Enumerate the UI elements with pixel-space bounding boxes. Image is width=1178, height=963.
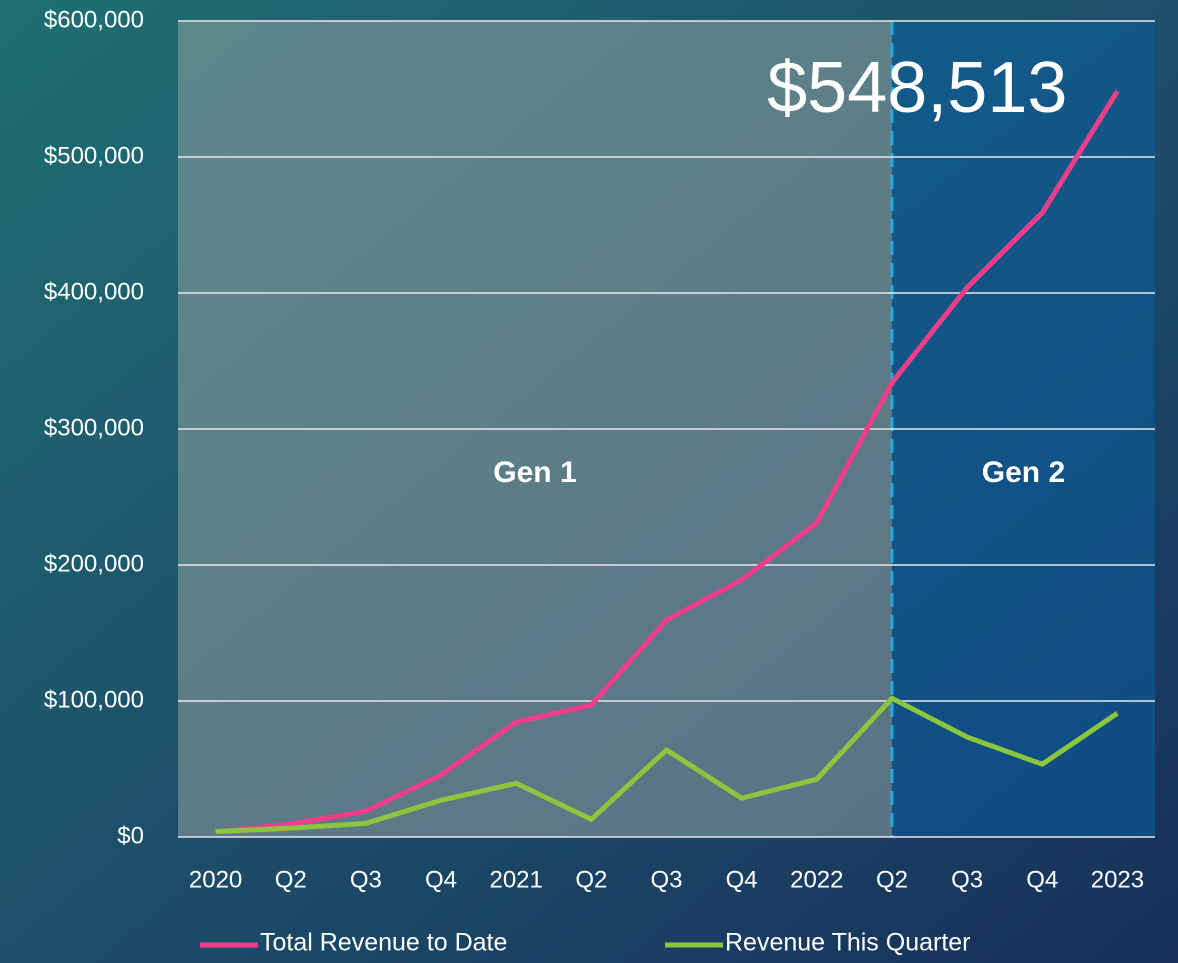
- legend-label: Total Revenue to Date: [260, 929, 507, 957]
- y-tick-label: $400,000: [44, 278, 144, 305]
- y-tick-label: $0: [117, 822, 144, 849]
- y-tick-label: $500,000: [44, 142, 144, 169]
- x-tick-label: 2023: [1091, 866, 1144, 893]
- x-tick-label: Q4: [726, 866, 758, 893]
- y-tick-label: $600,000: [44, 6, 144, 33]
- x-tick-label: Q3: [951, 866, 983, 893]
- x-tick-label: Q3: [650, 866, 682, 893]
- y-tick-label: $100,000: [44, 686, 144, 713]
- x-tick-label: Q4: [425, 866, 457, 893]
- region-label: Gen 2: [982, 456, 1065, 489]
- value-label: $548,513: [767, 48, 1067, 128]
- x-tick-label: Q4: [1026, 866, 1058, 893]
- page: {"chart_data": {"type": "line", "categor…: [0, 0, 1178, 963]
- x-tick-label: 2022: [790, 866, 843, 893]
- y-tick-label: $300,000: [44, 414, 144, 441]
- x-tick-label: Q2: [575, 866, 607, 893]
- x-tick-label: 2020: [189, 866, 242, 893]
- x-tick-label: Q3: [350, 866, 382, 893]
- chart: Gen 1 Gen 2 $0 $100,000 $200,000 $300,000 $40…: [0, 0, 1178, 963]
- y-tick-label: $200,000: [44, 550, 144, 577]
- x-tick-label: Q2: [275, 866, 307, 893]
- legend-label: Revenue This Quarter: [725, 929, 971, 957]
- x-tick-label: 2021: [489, 866, 542, 893]
- region-label: Gen 1: [493, 456, 576, 489]
- x-tick-label: Q2: [876, 866, 908, 893]
